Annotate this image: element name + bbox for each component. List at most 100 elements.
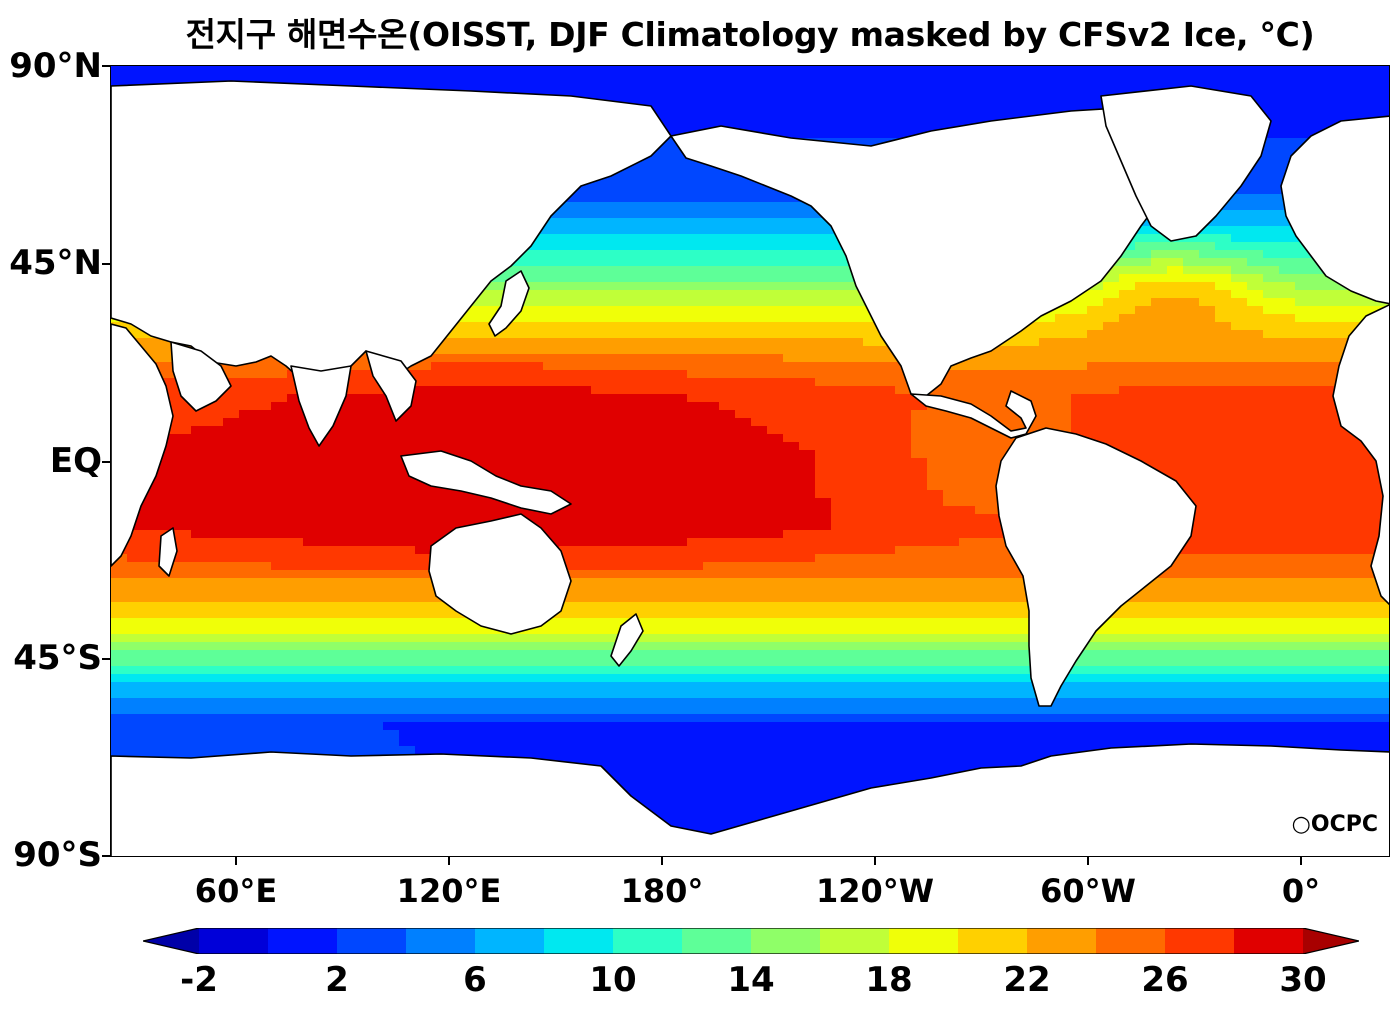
sst-cell [735, 498, 752, 507]
sst-cell [671, 202, 688, 211]
sst-cell [239, 442, 256, 451]
sst-cell [703, 450, 720, 459]
sst-cell [1071, 330, 1088, 339]
sst-cell [1263, 450, 1280, 459]
sst-cell [495, 274, 512, 283]
sst-cell [623, 490, 640, 499]
sst-cell [1039, 410, 1056, 419]
sst-cell [815, 298, 832, 307]
sst-cell [1119, 434, 1136, 443]
sst-cell [591, 210, 608, 219]
sst-cell [1279, 266, 1296, 275]
sst-cell [511, 466, 528, 475]
sst-cell [1215, 322, 1232, 331]
sst-cell [719, 418, 736, 427]
sst-cell [559, 66, 576, 75]
sst-cell [719, 466, 736, 475]
sst-cell [815, 314, 832, 323]
sst-cell [735, 386, 752, 395]
sst-cell [271, 378, 288, 387]
sst-cell [591, 482, 608, 491]
sst-cell [287, 450, 304, 459]
sst-cell [847, 514, 864, 523]
sst-cell [895, 106, 912, 115]
sst-cell [607, 258, 624, 267]
sst-cell [943, 506, 960, 515]
sst-cell [1151, 314, 1168, 323]
sst-cell [1215, 546, 1232, 555]
sst-cell [687, 490, 704, 499]
sst-cell [927, 474, 944, 483]
sst-cell [1119, 282, 1136, 291]
sst-cell [527, 354, 544, 363]
sst-cell [1055, 418, 1072, 427]
sst-cell [847, 90, 864, 99]
sst-cell [991, 82, 1008, 91]
sst-cell [623, 274, 640, 283]
sst-cell [383, 74, 400, 83]
sst-cell [623, 482, 640, 491]
sst-cell [223, 442, 240, 451]
sst-cell [479, 442, 496, 451]
sst-cell [335, 538, 352, 547]
sst-cell [623, 250, 640, 259]
sst-cell [959, 530, 976, 539]
sst-cell [799, 114, 816, 123]
sst-cell [463, 362, 480, 371]
sst-cell [1295, 82, 1312, 91]
sst-cell [495, 74, 512, 83]
sst-cell [1055, 378, 1072, 387]
sst-cell [1071, 314, 1088, 323]
sst-cell [943, 474, 960, 483]
sst-cell [479, 434, 496, 443]
sst-cell [591, 66, 608, 75]
sst-cell [351, 506, 368, 515]
sst-cell [559, 346, 576, 355]
sst-cell [1231, 370, 1248, 379]
sst-cell [559, 554, 576, 563]
sst-cell [831, 298, 848, 307]
sst-cell [799, 498, 816, 507]
sst-cell [575, 226, 592, 235]
sst-cell [751, 338, 768, 347]
sst-cell [1135, 330, 1152, 339]
sst-cell [1327, 370, 1344, 379]
sst-cell [559, 514, 576, 523]
sst-cell [607, 234, 624, 243]
sst-cell [463, 514, 480, 523]
sst-cell [639, 394, 656, 403]
sst-cell [1231, 74, 1248, 83]
sst-cell [847, 434, 864, 443]
sst-cell [1263, 74, 1280, 83]
sst-cell [1151, 354, 1168, 363]
sst-cell [367, 546, 384, 555]
sst-cell [1071, 98, 1088, 107]
sst-cell [671, 82, 688, 91]
sst-cell [271, 530, 288, 539]
sst-cell [1151, 394, 1168, 403]
sst-cell [543, 434, 560, 443]
sst-cell [303, 530, 320, 539]
sst-cell [1295, 378, 1312, 387]
sst-cell [1151, 338, 1168, 347]
sst-cell [271, 514, 288, 523]
sst-cell [687, 498, 704, 507]
sst-cell [271, 538, 288, 547]
sst-cell [1295, 306, 1312, 315]
sst-cell [1327, 106, 1344, 115]
sst-cell [719, 242, 736, 251]
sst-cell [879, 466, 896, 475]
sst-cell [687, 394, 704, 403]
sst-cell [719, 370, 736, 379]
sst-cell [767, 450, 784, 459]
sst-cell [1215, 234, 1232, 243]
sst-cell [559, 522, 576, 531]
sst-cell [719, 210, 736, 219]
sst-cell [879, 522, 896, 531]
sst-cell [735, 186, 752, 195]
sst-cell [1343, 66, 1360, 75]
sst-cell [1247, 490, 1264, 499]
sst-cell [223, 394, 240, 403]
sst-cell [799, 474, 816, 483]
sst-cell [1151, 306, 1168, 315]
